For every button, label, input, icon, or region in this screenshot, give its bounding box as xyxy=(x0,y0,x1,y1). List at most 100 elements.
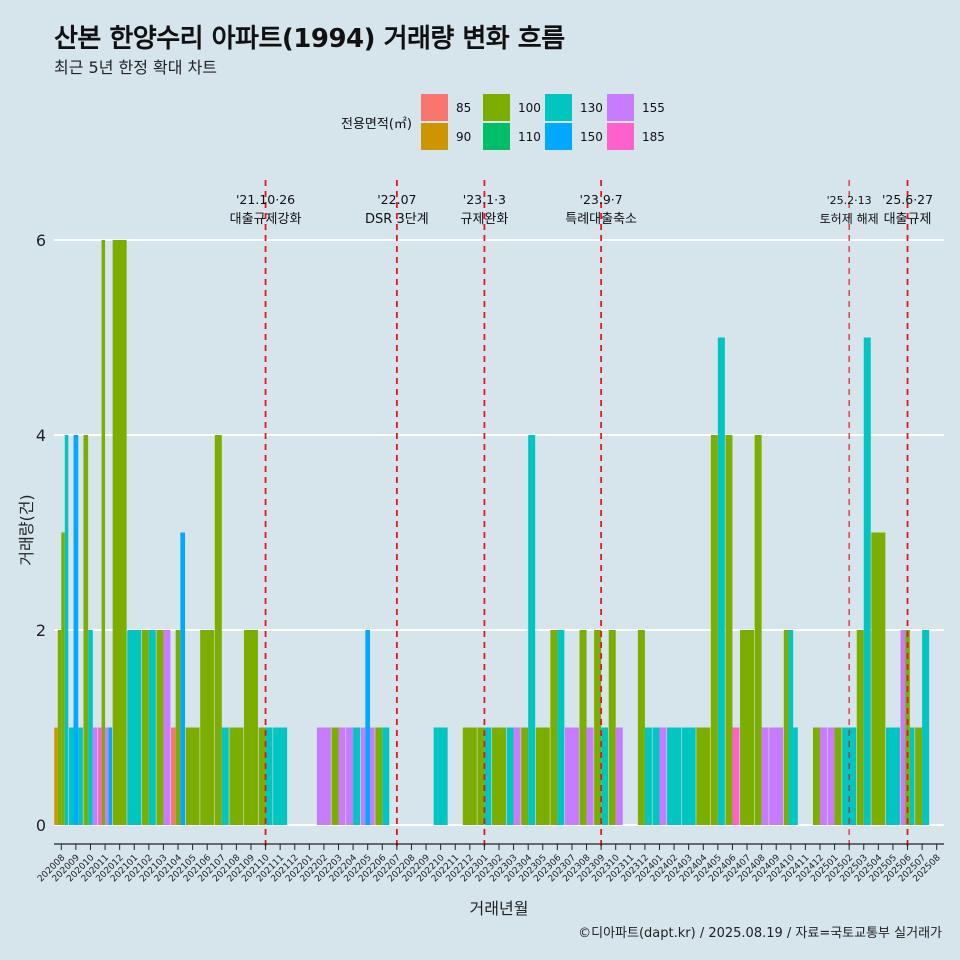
bar-202503-100 xyxy=(856,630,864,825)
source-caption: ©디아파트(dapt.kr) / 2025.08.19 / 자료=국토교통부 실… xyxy=(578,926,942,941)
bar-202401-155 xyxy=(659,727,667,825)
bar-202312-130 xyxy=(644,727,652,825)
bar-202202-155 xyxy=(316,727,331,825)
legend-swatch-110 xyxy=(483,123,510,150)
bar-202108-100 xyxy=(229,727,244,825)
bar-202009-130 xyxy=(78,727,83,825)
bar-202302-100 xyxy=(491,727,507,825)
bar-202408-100 xyxy=(754,435,762,825)
bar-202105-100 xyxy=(185,727,200,825)
y-axis-title: 거래량(건) xyxy=(17,494,36,565)
bar-202010-100 xyxy=(83,435,89,825)
bar-202304-130 xyxy=(528,435,536,825)
bar-202008-100 xyxy=(61,532,65,825)
bar-202106-100 xyxy=(200,630,215,825)
bar-202206-130 xyxy=(382,727,390,825)
bar-202310-100 xyxy=(608,630,616,825)
event-label: 대출규제강화 xyxy=(230,212,302,227)
bar-202408-155 xyxy=(761,727,769,825)
bar-202412-100 xyxy=(812,727,820,825)
legend-label-100: 100 xyxy=(518,101,541,115)
bar-202107-130 xyxy=(221,727,229,825)
bar-202410-100 xyxy=(783,630,789,825)
bar-202412-155 xyxy=(819,727,827,825)
legend-label-155: 155 xyxy=(642,101,665,115)
event-date: '23.1·3 xyxy=(463,192,506,207)
bar-202011-150 xyxy=(108,727,113,825)
bar-202104-150 xyxy=(180,532,186,825)
bar-202308-100 xyxy=(579,630,587,825)
legend-label-90: 90 xyxy=(456,130,471,144)
legend-label-130: 130 xyxy=(580,101,603,115)
bar-202203-155 xyxy=(338,727,346,825)
bar-202104-100 xyxy=(175,630,181,825)
bar-202111-130 xyxy=(273,727,288,825)
y-tick-label: 0 xyxy=(36,816,46,835)
bar-202410-130 xyxy=(793,727,798,825)
bar-202203-100 xyxy=(331,727,339,825)
bar-202504-100 xyxy=(871,532,886,825)
legend-swatch-150 xyxy=(545,123,572,150)
bar-202312-100 xyxy=(637,630,645,825)
bar-202304-100 xyxy=(521,727,529,825)
legend-swatch-90 xyxy=(421,123,448,150)
legend-swatch-130 xyxy=(545,94,572,121)
bars-layer xyxy=(54,240,930,825)
bar-202210-130 xyxy=(433,727,448,825)
axis-layer: 0246202008202009202010202011202012202101… xyxy=(17,231,944,918)
bar-202303-155 xyxy=(513,727,521,825)
bar-202102-100 xyxy=(141,630,149,825)
legend-label-185: 185 xyxy=(642,130,665,144)
bar-202401-130 xyxy=(652,727,660,825)
bar-202204-155 xyxy=(346,727,354,825)
x-axis-title: 거래년월 xyxy=(470,899,529,918)
bar-202410-130 xyxy=(788,630,794,825)
bar-202101-130 xyxy=(127,630,142,825)
y-tick-label: 4 xyxy=(36,426,46,445)
bar-202010-130 xyxy=(88,630,93,825)
y-tick-label: 6 xyxy=(36,231,46,250)
bar-202503-130 xyxy=(863,337,871,825)
event-date: '25.2·13 xyxy=(827,194,872,207)
bar-202308-155 xyxy=(586,727,594,825)
y-tick-label: 2 xyxy=(36,621,46,640)
chart-subtitle: 최근 5년 한정 확대 차트 xyxy=(54,58,218,77)
bar-202104-85 xyxy=(171,727,176,825)
bar-202103-100 xyxy=(156,630,164,825)
bar-202009-130 xyxy=(68,727,74,825)
legend-swatch-85 xyxy=(421,94,448,121)
bar-202011-100 xyxy=(101,240,106,825)
legend-label-85: 85 xyxy=(456,101,471,115)
bar-202204-130 xyxy=(353,727,361,825)
event-date: '21.10·26 xyxy=(236,192,295,207)
legend: 전용면적(㎡) 85 90 100 110 130 150 155 185 xyxy=(341,94,665,150)
bar-202110-130 xyxy=(265,727,273,825)
bar-202309-100 xyxy=(594,630,602,825)
bar-202205-155 xyxy=(360,727,366,825)
bar-202110-100 xyxy=(258,727,266,825)
bar-202212-100 xyxy=(462,727,477,825)
bar-202008-100 xyxy=(57,630,62,825)
bar-202506-155 xyxy=(900,630,906,825)
bar-202507-100 xyxy=(915,727,923,825)
bar-202403-130 xyxy=(681,727,696,825)
bar-202409-155 xyxy=(769,727,784,825)
bar-202301-130 xyxy=(484,727,492,825)
bar-202008-90 xyxy=(54,727,58,825)
event-date: '23.9·7 xyxy=(580,192,623,207)
bar-202107-100 xyxy=(214,435,222,825)
bar-202405-100 xyxy=(710,435,718,825)
bar-202205-155 xyxy=(370,727,375,825)
bar-202102-130 xyxy=(148,630,156,825)
event-date: '25.6·27 xyxy=(882,192,933,207)
bar-202404-100 xyxy=(696,727,711,825)
bar-202305-100 xyxy=(535,727,550,825)
bar-202507-130 xyxy=(922,630,930,825)
event-label: 대출규제 xyxy=(884,212,932,227)
event-label: 토허제 해제 xyxy=(820,212,879,226)
bar-202011-185 xyxy=(98,727,102,825)
bar-202009-150 xyxy=(73,435,79,825)
bar-202301-100 xyxy=(477,727,485,825)
bar-202406-185 xyxy=(732,727,740,825)
event-label: 규제완화 xyxy=(460,212,508,227)
